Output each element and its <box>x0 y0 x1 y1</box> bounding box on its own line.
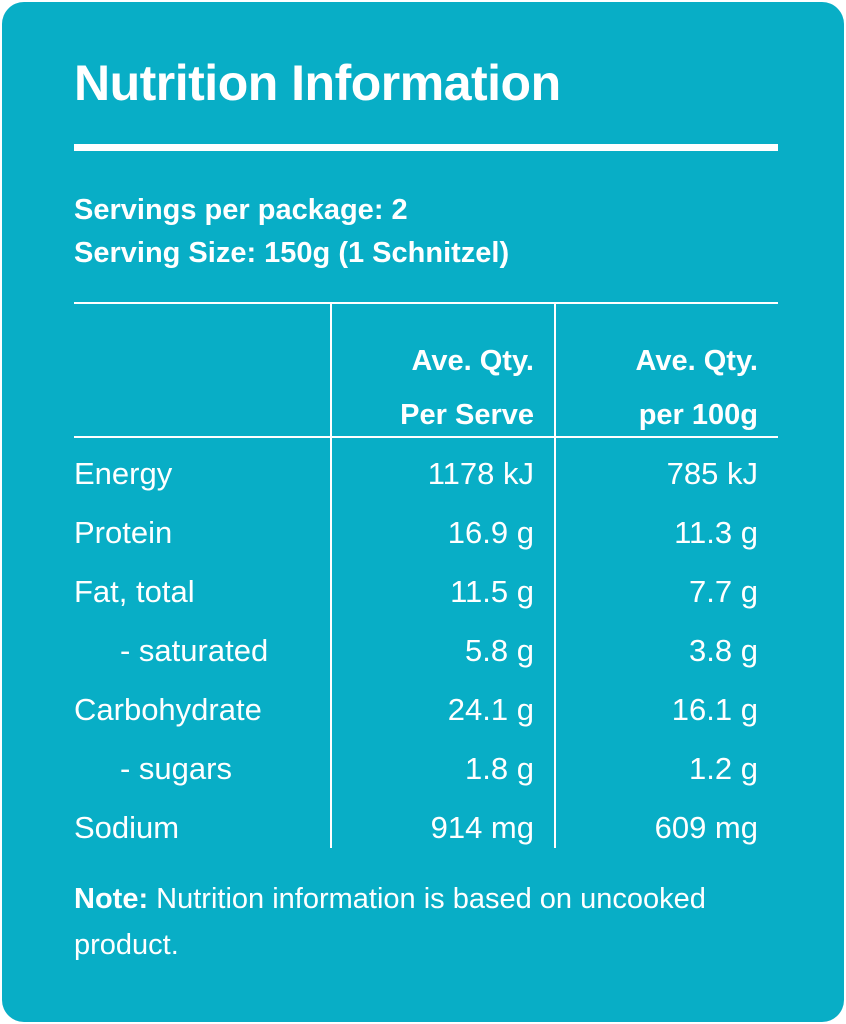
note-text: Nutrition information is based on uncook… <box>74 883 706 961</box>
per-serve-value: 914 mg <box>430 810 534 845</box>
column-divider-2 <box>554 302 556 848</box>
table-top-rule <box>74 302 778 304</box>
per-100g-value: 7.7 g <box>689 574 758 609</box>
column-header-line: per 100g <box>638 399 758 431</box>
nutrient-name: Carbohydrate <box>74 692 262 727</box>
table-row: Sodium 914 mg 609 mg <box>74 798 778 857</box>
table-header-rule <box>74 436 778 438</box>
table-row: - saturated 5.8 g 3.8 g <box>74 621 778 680</box>
nutrient-name: - saturated <box>120 633 269 668</box>
per-serve-value: 16.9 g <box>447 515 534 550</box>
footnote: Note: Nutrition information is based on … <box>74 876 774 968</box>
per-100g-value: 785 kJ <box>666 456 758 491</box>
per-serve-value: 5.8 g <box>465 633 534 668</box>
per-100g-value: 1.2 g <box>689 751 758 786</box>
column-divider-1 <box>330 302 332 848</box>
per-serve-value: 1178 kJ <box>427 456 534 491</box>
per-100g-value: 609 mg <box>654 810 758 845</box>
note-label: Note: <box>74 883 149 915</box>
servings-per-package: Servings per package: 2 <box>74 194 408 226</box>
nutrient-name: Protein <box>74 515 173 550</box>
column-header-line: Per Serve <box>400 399 534 431</box>
column-header-per-serve: Ave. Qty. Per Serve <box>400 334 534 442</box>
column-header-per-100g: Ave. Qty. per 100g <box>636 334 759 442</box>
nutrient-name: - sugars <box>120 751 232 786</box>
nutrient-name: Fat, total <box>74 574 195 609</box>
per-100g-value: 16.1 g <box>671 692 758 727</box>
per-serve-value: 24.1 g <box>447 692 534 727</box>
panel-title: Nutrition Information <box>74 55 561 111</box>
per-100g-value: 11.3 g <box>674 515 758 550</box>
nutrient-name: Energy <box>74 456 173 491</box>
per-serve-value: 11.5 g <box>450 574 534 609</box>
table-row: Protein 16.9 g 11.3 g <box>74 503 778 562</box>
table-row: Fat, total 11.5 g 7.7 g <box>74 562 778 621</box>
per-100g-value: 3.8 g <box>689 633 758 668</box>
table-row: Carbohydrate 24.1 g 16.1 g <box>74 680 778 739</box>
column-header-line: Ave. Qty. <box>411 345 535 377</box>
nutrient-name: Sodium <box>74 810 180 845</box>
serving-size: Serving Size: 150g (1 Schnitzel) <box>74 237 510 269</box>
table-row: Energy 1178 kJ 785 kJ <box>74 444 778 503</box>
column-header-line: Ave. Qty. <box>635 345 759 377</box>
table-row: - sugars 1.8 g 1.2 g <box>74 739 778 798</box>
per-serve-value: 1.8 g <box>465 751 534 786</box>
title-divider <box>74 144 778 151</box>
nutrition-table: Ave. Qty. Per Serve Ave. Qty. per 100g E… <box>74 302 778 848</box>
